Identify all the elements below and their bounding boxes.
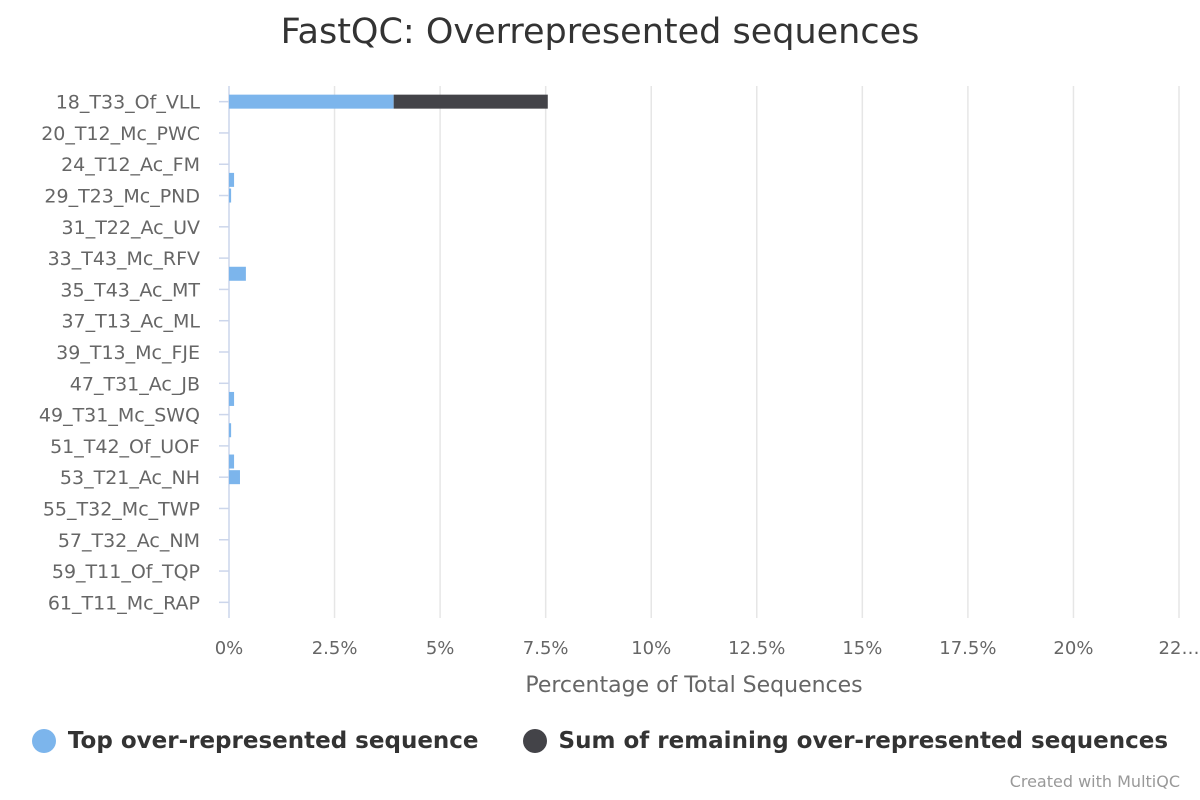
x-tick-label: 20%	[1053, 638, 1093, 659]
credit-text[interactable]: Created with MultiQC	[1009, 772, 1180, 791]
bar-top-sequence	[229, 188, 232, 203]
bar-chart: 0% 2.5% 5% 7.5% 10% 12.5% 15% 17.5% 20% 22… 18_T33…	[39, 86, 1200, 698]
y-tick-label: 51_T42_Of_UOF	[50, 436, 200, 458]
legend-item-remaining[interactable]: Sum of remaining over-represented sequen…	[522, 728, 1169, 754]
y-tick-label: 57_T32_Ac_NM	[58, 530, 200, 552]
y-tick-label: 24_T12_Ac_FM	[61, 154, 200, 176]
y-tick-label: 61_T11_Mc_RAP	[48, 592, 200, 614]
chart-title: FastQC: Overrepresented sequences	[280, 12, 920, 52]
legend-swatch-top	[31, 729, 56, 753]
bar-top-sequence	[229, 454, 235, 469]
legend-label-remaining: Sum of remaining over-represented sequen…	[558, 728, 1169, 754]
legend-label-top: Top over-represented sequence	[67, 728, 479, 754]
legend-item-top[interactable]: Top over-represented sequence	[31, 728, 479, 754]
bar-top-sequence	[229, 470, 240, 485]
y-tick-label: 37_T13_Ac_ML	[61, 311, 200, 333]
x-tick-label: 7.5%	[523, 638, 569, 659]
y-tick-label: 53_T21_Ac_NH	[60, 467, 200, 489]
x-tick-label: 0%	[215, 638, 244, 659]
legend-swatch-remaining	[522, 729, 547, 753]
y-tick-label: 18_T33_Of_VLL	[56, 92, 201, 114]
x-tick-label: 17.5%	[939, 638, 996, 659]
y-tick-label: 55_T32_Mc_TWP	[43, 498, 200, 520]
bar-top-sequence	[229, 423, 232, 438]
x-tick-label: 5%	[426, 638, 455, 659]
y-tick-label: 49_T31_Mc_SWQ	[39, 405, 200, 427]
y-tick-label: 33_T43_Mc_RFV	[48, 248, 200, 270]
y-tick-label: 29_T23_Mc_PND	[44, 186, 200, 208]
y-tick-label: 20_T12_Mc_PWC	[41, 123, 200, 145]
x-tick-label: 15%	[842, 638, 882, 659]
bar-remaining-sequences	[393, 94, 548, 109]
x-axis-label: Percentage of Total Sequences	[525, 673, 862, 698]
y-tick-label: 39_T13_Mc_FJE	[56, 342, 200, 364]
y-tick-label: 31_T22_Ac_UV	[62, 217, 200, 239]
bar-top-sequence	[229, 94, 394, 109]
x-tick-label: 12.5%	[728, 638, 785, 659]
x-tick-label: 22…	[1159, 638, 1200, 659]
y-tick-label: 59_T11_Of_TQP	[52, 561, 200, 583]
x-tick-label: 2.5%	[312, 638, 358, 659]
x-tick-label: 10%	[631, 638, 671, 659]
chart-legend: Top over-represented sequence Sum of rem…	[0, 728, 1200, 754]
y-tick-label: 47_T31_Ac_JB	[70, 373, 200, 395]
y-tick-label: 35_T43_Ac_MT	[60, 279, 200, 301]
bar-top-sequence	[229, 391, 235, 406]
bar-top-sequence	[229, 266, 246, 281]
bar-top-sequence	[229, 172, 235, 187]
